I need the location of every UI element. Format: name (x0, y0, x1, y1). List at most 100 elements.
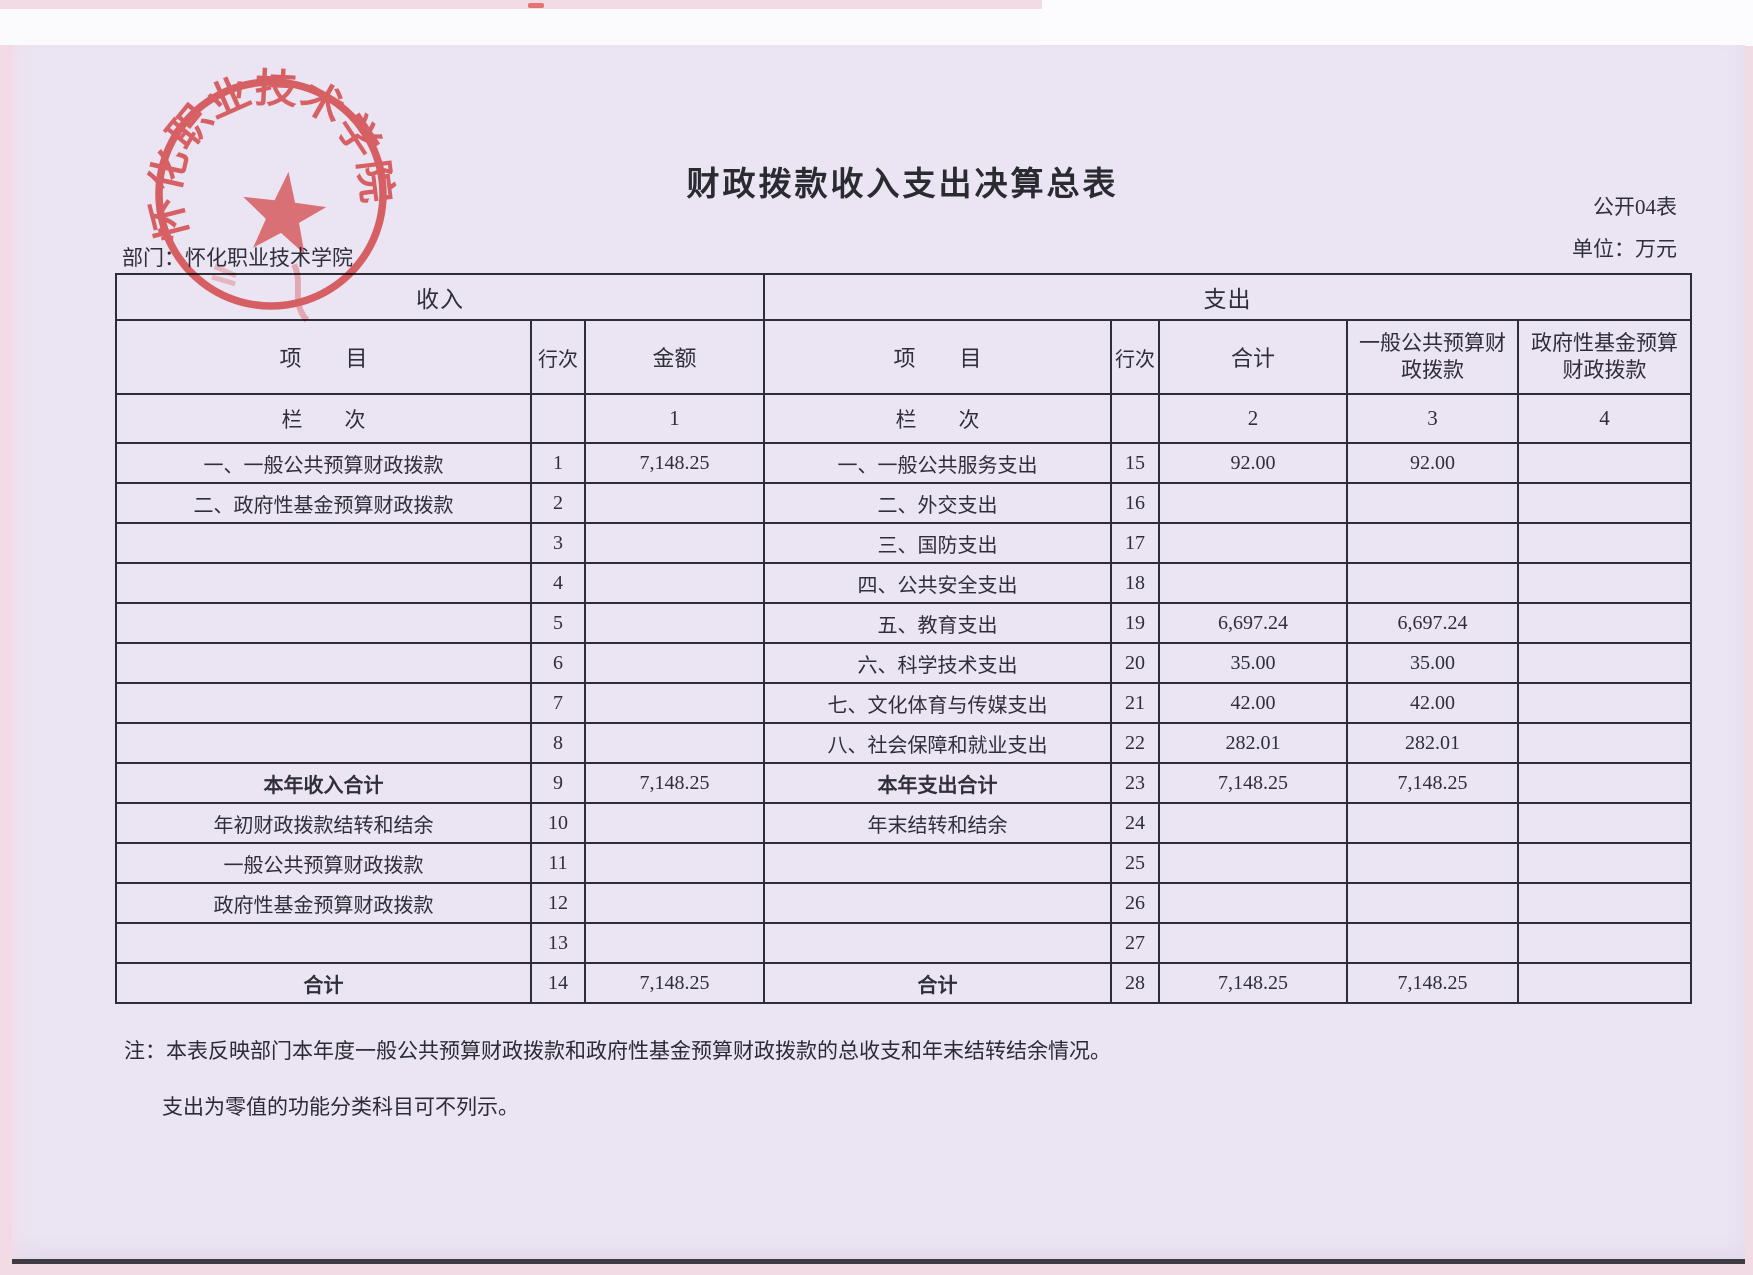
income-line-no-cell: 1 (530, 442, 586, 484)
income-line-no-cell: 9 (530, 762, 586, 804)
expense-line-no-cell: 25 (1110, 842, 1161, 884)
scanner-top-right-band (1042, 0, 1753, 46)
income-line-no-cell: 2 (530, 482, 586, 524)
table-row: 本年收入合计 9 7,148.25 本年支出合计 23 7,148.25 7,1… (115, 762, 1693, 804)
income-item-cell: 政府性基金预算财政拨款 (115, 882, 532, 924)
expense-general-cell (1346, 882, 1520, 924)
income-line-no-cell: 10 (530, 802, 586, 844)
income-amount-cell (583, 642, 766, 684)
expense-general-cell: 6,697.24 (1346, 602, 1520, 644)
expense-item-header: 项 目 (763, 319, 1113, 395)
expense-fund-cell (1517, 802, 1693, 844)
expense-item-cell (763, 882, 1113, 924)
note-label: 注： (124, 1039, 166, 1063)
income-amount-cell (583, 682, 766, 724)
scanned-document-page: 财政拨款收入支出决算总表 公开04表 单位：万元 部门：怀化职业技术学院 收入 … (12, 45, 1745, 1264)
income-line-no-cell: 3 (530, 522, 586, 564)
notes: 注： 本表反映部门本年度一般公共预算财政拨款和政府性基金预算财政拨款的总收支和年… (124, 1035, 1111, 1121)
expense-line-no-cell: 23 (1110, 762, 1161, 804)
expense-item-cell: 五、教育支出 (763, 602, 1113, 644)
column-index-row: 栏 次 1 栏 次 2 3 4 (115, 393, 1693, 444)
index-amount-cell: 1 (583, 393, 766, 444)
income-item-cell (115, 722, 532, 764)
table-row: 13 27 (115, 922, 1693, 964)
income-item-cell: 一、一般公共预算财政拨款 (115, 442, 532, 484)
gov-fund-budget-header: 政府性基金预算财政拨款 (1517, 319, 1693, 395)
expense-line-no-cell: 22 (1110, 722, 1161, 764)
income-section-header: 收入 (114, 273, 766, 321)
table-row: 一般公共预算财政拨款 11 25 (115, 842, 1693, 884)
note-text-2: 支出为零值的功能分类科目可不列示。 (162, 1095, 519, 1119)
expense-general-cell: 92.00 (1346, 442, 1520, 484)
index-general-cell: 3 (1346, 393, 1520, 444)
department-label: 部门：怀化职业技术学院 (122, 246, 353, 270)
column-header-row: 项 目 行次 金额 项 目 行次 合计 一般公共预算财政拨款 政府性基金预算财政… (115, 319, 1693, 395)
expense-item-cell: 本年支出合计 (763, 762, 1113, 804)
income-line-no-cell: 12 (530, 882, 586, 924)
expense-total-cell (1158, 922, 1349, 964)
income-item-cell: 二、政府性基金预算财政拨款 (115, 482, 532, 524)
income-amount-cell (583, 562, 766, 604)
unit-label: 单位：万元 (1572, 237, 1677, 261)
income-amount-cell (583, 922, 766, 964)
expense-item-cell: 年末结转和结余 (763, 802, 1113, 844)
note-line-1: 注： 本表反映部门本年度一般公共预算财政拨款和政府性基金预算财政拨款的总收支和年… (124, 1035, 1111, 1065)
expense-total-cell (1158, 842, 1349, 884)
income-amount-cell (583, 522, 766, 564)
income-item-cell: 年初财政拨款结转和结余 (115, 802, 532, 844)
index-label-cell: 栏 次 (763, 393, 1113, 444)
index-label-cell: 栏 次 (115, 393, 532, 444)
expense-general-cell (1346, 922, 1520, 964)
income-amount-cell: 7,148.25 (583, 442, 766, 484)
expense-line-no-cell: 17 (1110, 522, 1161, 564)
table-row: 4 四、公共安全支出 18 (115, 562, 1693, 604)
income-line-no-cell: 13 (530, 922, 586, 964)
income-line-no-cell: 11 (530, 842, 586, 884)
expense-item-cell: 三、国防支出 (763, 522, 1113, 564)
section-header-row: 收入 支出 (114, 273, 1693, 321)
index-total-cell: 2 (1158, 393, 1349, 444)
expense-line-no-cell: 20 (1110, 642, 1161, 684)
expense-line-no-cell: 21 (1110, 682, 1161, 724)
income-item-cell (115, 602, 532, 644)
expense-fund-cell (1517, 602, 1693, 644)
income-line-no-header: 行次 (530, 319, 586, 395)
table-row: 合计 14 7,148.25 合计 28 7,148.25 7,148.25 (115, 962, 1693, 1004)
table-row: 二、政府性基金预算财政拨款 2 二、外交支出 16 (115, 482, 1693, 524)
income-item-cell (115, 562, 532, 604)
expense-line-no-cell: 15 (1110, 442, 1161, 484)
expense-general-cell (1346, 522, 1520, 564)
income-line-no-cell: 14 (530, 962, 586, 1004)
income-amount-cell (583, 802, 766, 844)
scan-artifact (528, 3, 544, 8)
expense-fund-cell (1517, 722, 1693, 764)
expense-total-cell: 7,148.25 (1158, 762, 1349, 804)
expense-total-cell (1158, 482, 1349, 524)
income-item-cell (115, 682, 532, 724)
income-item-cell: 合计 (115, 962, 532, 1004)
expense-total-cell: 282.01 (1158, 722, 1349, 764)
expense-total-cell (1158, 882, 1349, 924)
expense-total-cell (1158, 802, 1349, 844)
index-empty-cell (530, 393, 586, 444)
income-item-cell: 本年收入合计 (115, 762, 532, 804)
expense-line-no-cell: 27 (1110, 922, 1161, 964)
income-item-cell (115, 642, 532, 684)
income-line-no-cell: 7 (530, 682, 586, 724)
income-amount-cell: 7,148.25 (583, 762, 766, 804)
expense-fund-cell (1517, 642, 1693, 684)
expense-fund-cell (1517, 762, 1693, 804)
expense-line-no-cell: 24 (1110, 802, 1161, 844)
expense-fund-cell (1517, 522, 1693, 564)
page-title: 财政拨款收入支出决算总表 (686, 167, 1119, 203)
expense-fund-cell (1517, 962, 1693, 1004)
expense-item-cell: 四、公共安全支出 (763, 562, 1113, 604)
income-item-cell: 一般公共预算财政拨款 (115, 842, 532, 884)
expense-item-cell (763, 842, 1113, 884)
expense-general-cell (1346, 482, 1520, 524)
table-row: 政府性基金预算财政拨款 12 26 (115, 882, 1693, 924)
expense-fund-cell (1517, 842, 1693, 884)
index-empty-cell (1110, 393, 1161, 444)
expense-total-cell: 6,697.24 (1158, 602, 1349, 644)
expense-general-cell: 282.01 (1346, 722, 1520, 764)
